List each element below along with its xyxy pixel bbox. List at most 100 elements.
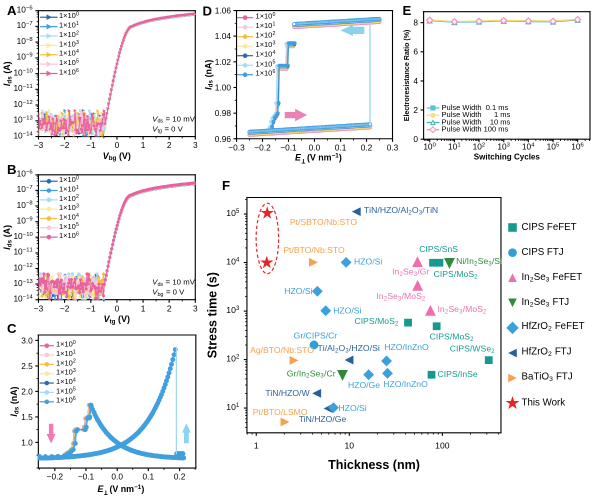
svg-text:Vds = 10 mV: Vds = 10 mV — [152, 278, 196, 288]
svg-text:HfZrO FeFET2: HfZrO FeFET2 — [522, 321, 585, 333]
svg-text:A: A — [7, 3, 17, 18]
svg-text:Ids (nA): Ids (nA) — [203, 60, 214, 90]
svg-text:CIPS/MoS2: CIPS/MoS2 — [354, 316, 399, 327]
svg-text:−3: −3 — [34, 140, 44, 150]
svg-text:1.04: 1.04 — [215, 31, 232, 41]
svg-text:1: 1 — [254, 440, 259, 450]
svg-text:HZO/Si: HZO/Si — [284, 286, 312, 296]
svg-text:1×103: 1×103 — [256, 40, 276, 49]
svg-text:10−7: 10−7 — [17, 20, 33, 30]
svg-text:10−12: 10−12 — [13, 99, 32, 109]
svg-text:1×102: 1×102 — [59, 194, 79, 203]
svg-text:1×105: 1×105 — [59, 58, 79, 67]
svg-text:E: E — [402, 3, 411, 18]
svg-text:1×105: 1×105 — [56, 386, 76, 395]
svg-text:CIPS/InSe: CIPS/InSe — [438, 369, 478, 379]
svg-text:1×101: 1×101 — [56, 349, 76, 358]
svg-text:3.0: 3.0 — [21, 335, 33, 345]
svg-text:TiN/HZO/W: TiN/HZO/W — [265, 388, 310, 398]
svg-text:HZO/Si: HZO/Si — [354, 257, 382, 267]
svg-text:2: 2 — [413, 105, 418, 115]
svg-text:1×102: 1×102 — [59, 30, 79, 39]
svg-text:−2: −2 — [60, 140, 70, 150]
svg-text:3: 3 — [193, 303, 198, 313]
svg-text:0.2: 0.2 — [174, 472, 186, 482]
svg-text:CIPS FTJ: CIPS FTJ — [522, 247, 564, 258]
svg-text:C: C — [7, 321, 17, 336]
svg-text:Pt/BTO/Nb:STO: Pt/BTO/Nb:STO — [283, 245, 345, 255]
svg-text:10−9: 10−9 — [17, 52, 33, 62]
svg-text:10−11: 10−11 — [13, 83, 32, 93]
svg-text:1×106: 1×106 — [56, 396, 76, 405]
svg-text:100: 100 — [435, 440, 450, 450]
svg-text:1×101: 1×101 — [256, 21, 276, 30]
svg-text:1×101: 1×101 — [59, 185, 79, 194]
svg-text:4: 4 — [413, 76, 418, 86]
svg-text:1×102: 1×102 — [56, 358, 76, 367]
svg-text:E: E — [295, 153, 302, 163]
svg-text:2: 2 — [167, 303, 172, 313]
svg-text:2.0: 2.0 — [21, 386, 33, 396]
svg-text:CIPS/MoS2: CIPS/MoS2 — [434, 269, 479, 280]
svg-text:1×104: 1×104 — [256, 50, 276, 59]
svg-text:TiN/HZO/Ge: TiN/HZO/Ge — [299, 414, 347, 424]
svg-text:0: 0 — [115, 303, 120, 313]
svg-text:10−6: 10−6 — [17, 5, 33, 15]
svg-text:−2: −2 — [60, 303, 70, 313]
svg-text:10−14: 10−14 — [13, 130, 33, 140]
svg-text:1.06: 1.06 — [215, 5, 232, 15]
svg-text:0.96: 0.96 — [215, 134, 232, 144]
svg-text:Ids (A): Ids (A) — [2, 61, 13, 86]
svg-text:104: 104 — [522, 142, 535, 152]
svg-text:10−12: 10−12 — [13, 262, 32, 272]
svg-text:(Vnm)−1: (V nm)−1 — [307, 153, 342, 163]
svg-text:10−7: 10−7 — [17, 184, 33, 194]
svg-text:1×105: 1×105 — [256, 59, 276, 68]
svg-text:10−8: 10−8 — [17, 36, 33, 46]
svg-text:−3: −3 — [34, 303, 44, 313]
svg-text:10−6: 10−6 — [17, 169, 33, 179]
svg-text:−0.1: −0.1 — [78, 472, 95, 482]
svg-text:101: 101 — [226, 402, 240, 412]
svg-text:104: 104 — [226, 256, 240, 266]
svg-text:1×105: 1×105 — [59, 222, 79, 231]
svg-text:Ids (nA): Ids (nA) — [9, 386, 20, 416]
svg-text:F: F — [222, 178, 230, 193]
svg-text:8: 8 — [413, 18, 418, 28]
svg-text:CIPS/MoS2: CIPS/MoS2 — [430, 332, 475, 343]
svg-text:D: D — [203, 4, 213, 19]
svg-text:101: 101 — [448, 142, 461, 152]
svg-text:103: 103 — [497, 142, 510, 152]
svg-text:1.00: 1.00 — [215, 83, 232, 93]
svg-text:10−10: 10−10 — [13, 68, 33, 78]
svg-text:HZO/Ge: HZO/Ge — [348, 380, 380, 390]
svg-text:1×102: 1×102 — [256, 31, 276, 40]
svg-text:Vtg (V): Vtg (V) — [104, 314, 130, 325]
svg-text:10−13: 10−13 — [13, 278, 32, 288]
svg-text:(Vnm)−1: (V nm)−1 — [109, 484, 144, 494]
svg-text:HfZrO FTJ2: HfZrO FTJ2 — [522, 346, 572, 358]
svg-text:105: 105 — [226, 208, 240, 218]
svg-text:Vbg (V): Vbg (V) — [103, 151, 131, 162]
svg-text:1: 1 — [141, 140, 146, 150]
svg-text:0: 0 — [115, 140, 120, 150]
svg-text:This Work: This Work — [522, 398, 566, 409]
svg-text:−1: −1 — [86, 303, 96, 313]
svg-text:1×106: 1×106 — [59, 231, 79, 240]
svg-text:1.5: 1.5 — [21, 412, 33, 422]
svg-text:102: 102 — [473, 142, 486, 152]
svg-text:−0.2: −0.2 — [47, 472, 64, 482]
svg-text:−0.3: −0.3 — [228, 142, 245, 152]
svg-text:100: 100 — [423, 142, 436, 152]
svg-text:−0.2: −0.2 — [254, 142, 271, 152]
svg-text:1×106: 1×106 — [256, 69, 276, 78]
svg-text:2.5: 2.5 — [21, 361, 33, 371]
svg-text:1×103: 1×103 — [59, 39, 79, 48]
svg-text:105: 105 — [547, 142, 560, 152]
svg-text:1×100: 1×100 — [59, 175, 79, 184]
svg-text:102: 102 — [226, 354, 240, 364]
